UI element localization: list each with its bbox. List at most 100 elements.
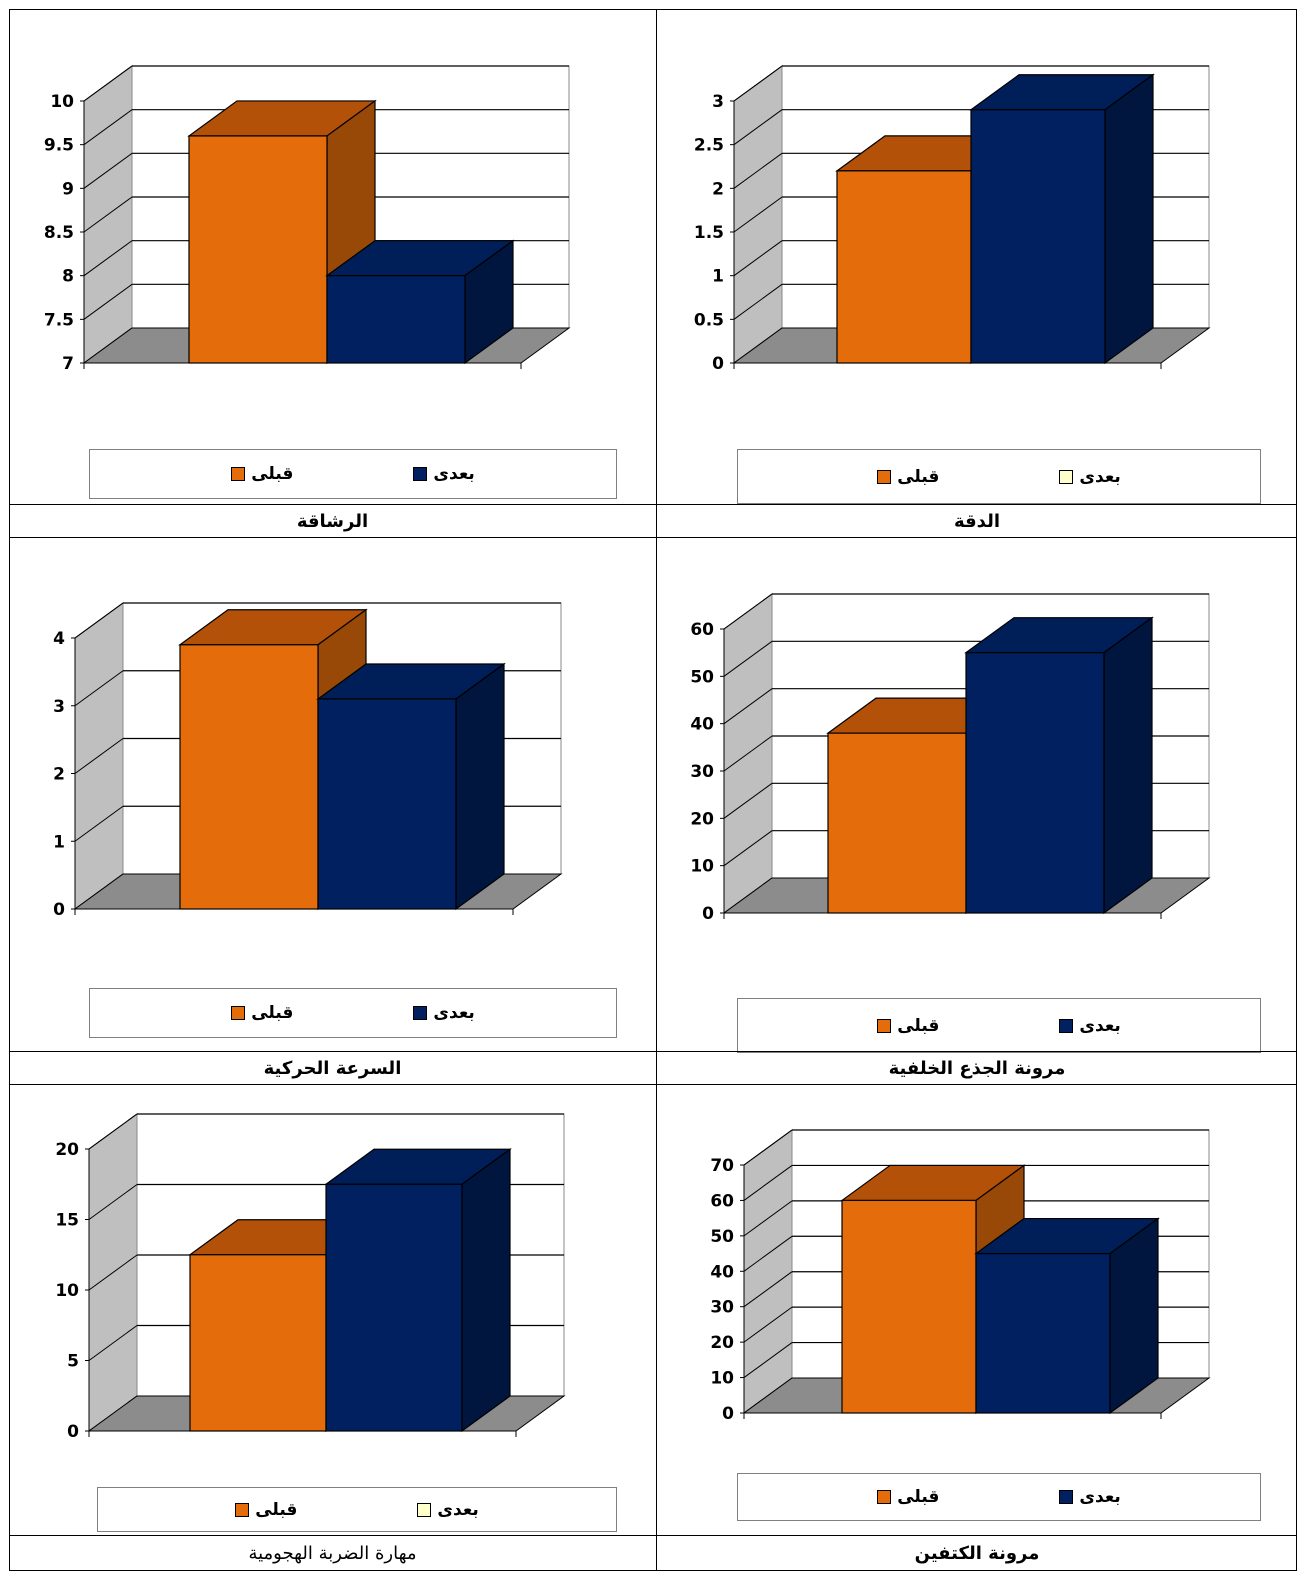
bar-after-front xyxy=(970,109,1106,364)
bar-before-front xyxy=(841,1199,977,1414)
gridline-diag xyxy=(74,602,124,639)
legend-item-after-label: بعدى xyxy=(437,1499,479,1520)
gridline-diag xyxy=(743,1200,793,1237)
gridline-diag xyxy=(733,240,783,277)
bar-after-spike xyxy=(324,1148,512,1433)
gridline-diag xyxy=(74,738,124,774)
gridline-diag xyxy=(743,1129,793,1166)
legend-item-before: قبلى xyxy=(231,464,293,484)
legend-item-after-swatch xyxy=(1059,1490,1074,1504)
bar-after-front xyxy=(325,1183,463,1432)
legend-item-after: بعدى xyxy=(417,1499,479,1520)
y-tick-label: 20 xyxy=(55,1140,79,1160)
legend-item-before: قبلى xyxy=(877,467,939,487)
y-tick-label: 2 xyxy=(712,179,724,199)
chart-svg-speed: 0 1 2 3 4 xyxy=(53,602,563,920)
y-tick-label: 2.5 xyxy=(694,136,724,156)
y-tick-label: 2 xyxy=(53,765,65,785)
y-tick-label: 7.5 xyxy=(44,310,74,330)
y-tick-label: 7 xyxy=(62,354,74,374)
bar-after-front xyxy=(965,652,1105,914)
legend-item-before-label: قبلى xyxy=(255,1499,298,1520)
y-tick-label: 1.5 xyxy=(694,223,724,243)
chart-cell-speed: 0 1 2 3 4 بعدى قبلى xyxy=(9,538,656,1051)
legend-item-before-swatch xyxy=(877,1018,892,1033)
y-tick-label: 0 xyxy=(712,354,724,374)
legend-item-after-label: بعدى xyxy=(1079,1015,1121,1036)
chart-grid-table: 7 7.5 8 8.5 9 9.5 10 بعدى قبلى الرشاقة 0 0.5 1 1.5 2 2.… xyxy=(9,9,1297,1571)
bar-after-side xyxy=(1103,616,1153,915)
gridline-diag xyxy=(723,782,773,819)
y-tick-label: 3 xyxy=(712,92,724,112)
legend-item-before-swatch xyxy=(877,1490,892,1504)
chart-svg-trunk: 0 10 20 30 40 50 60 xyxy=(690,593,1211,924)
gridline-diag xyxy=(74,670,124,707)
legend-item-after-swatch xyxy=(413,1006,428,1020)
row-divider xyxy=(9,1084,1297,1085)
y-tick-label: 40 xyxy=(690,715,714,735)
legend-item-before-label: قبلى xyxy=(251,1003,294,1023)
legend-item-before-label: قبلى xyxy=(897,466,940,487)
y-tick-label: 0.5 xyxy=(694,310,724,330)
legend-item-before: قبلى xyxy=(877,1016,939,1036)
gridline-diag xyxy=(743,1271,793,1308)
legend-item-after-label: بعدى xyxy=(1079,466,1121,487)
y-tick-label: 10 xyxy=(50,92,74,112)
y-tick-label: 9 xyxy=(62,179,74,199)
legend-item-before-label: قبلى xyxy=(897,1015,940,1036)
legend-item-after-label: بعدى xyxy=(433,464,475,484)
y-tick-label: 0 xyxy=(722,1404,734,1424)
chart-title-shoulder: مرونة الكتفين xyxy=(657,1535,1297,1571)
y-tick-label: 10 xyxy=(710,1369,734,1389)
legend-item-after: بعدى xyxy=(1059,466,1121,487)
gridline-diag xyxy=(743,1165,793,1201)
gridline-diag xyxy=(88,1113,138,1150)
gridline-diag xyxy=(723,593,773,630)
gridline-diag xyxy=(723,640,773,677)
y-tick-label: 5 xyxy=(67,1352,79,1372)
bar-before-agility xyxy=(187,99,377,365)
y-tick-label: 0 xyxy=(67,1422,79,1442)
gridline-diag xyxy=(88,1325,138,1361)
table-frame xyxy=(9,9,1297,1571)
legend-spike: بعدى قبلى xyxy=(97,1487,617,1532)
bar-after-front xyxy=(326,275,466,364)
bar-before-front xyxy=(188,135,328,364)
legend-item-before-label: قبلى xyxy=(251,464,294,484)
chart-svg-shoulder: 0 10 20 30 40 50 60 70 xyxy=(710,1129,1211,1424)
legend-item-before: قبلى xyxy=(231,1003,293,1023)
y-tick-label: 8.5 xyxy=(44,223,74,243)
chart-cell-agility: 7 7.5 8 8.5 9 9.5 10 بعدى قبلى xyxy=(9,9,656,504)
gridline-diag xyxy=(83,196,133,233)
bar-after-side xyxy=(1109,1217,1159,1415)
y-tick-label: 60 xyxy=(690,620,714,640)
chart-title-spike: مهارة الضربة الهجومية xyxy=(9,1535,656,1571)
chart-cell-trunk: 0 10 20 30 40 50 60 بعدى قبلى xyxy=(657,538,1297,1053)
legend-item-before-swatch xyxy=(231,1006,246,1020)
y-tick-label: 70 xyxy=(710,1156,734,1176)
legend-item-before-swatch xyxy=(231,467,246,481)
bar-after-accuracy xyxy=(969,73,1155,365)
y-tick-label: 0 xyxy=(53,900,65,920)
legend-item-before-label: قبلى xyxy=(897,1487,940,1507)
legend-shoulder: بعدى قبلى xyxy=(737,1473,1261,1521)
gridline-diag xyxy=(88,1254,138,1291)
bar-after-shoulder xyxy=(974,1217,1160,1415)
chart-cell-shoulder: 0 10 20 30 40 50 60 70 بعدى قبلى xyxy=(657,1085,1297,1571)
bar-before-front xyxy=(827,732,967,914)
gridline-diag xyxy=(723,688,773,725)
chart-title-trunk: مرونة الجذع الخلفية xyxy=(657,1051,1297,1084)
gridline-diag xyxy=(733,152,783,189)
bar-after-side xyxy=(455,662,505,911)
bar-after-side xyxy=(1104,73,1154,365)
legend-item-after-swatch xyxy=(413,467,428,481)
legend-item-before-swatch xyxy=(235,1502,250,1517)
gridline-diag xyxy=(743,1235,793,1272)
bar-after-speed xyxy=(316,662,506,911)
gridline-diag xyxy=(733,196,783,233)
gridline-diag xyxy=(733,283,783,320)
y-tick-label: 4 xyxy=(53,629,65,649)
gridline-diag xyxy=(733,109,783,146)
bar-after-trunk xyxy=(964,616,1154,915)
y-tick-label: 1 xyxy=(712,267,724,287)
